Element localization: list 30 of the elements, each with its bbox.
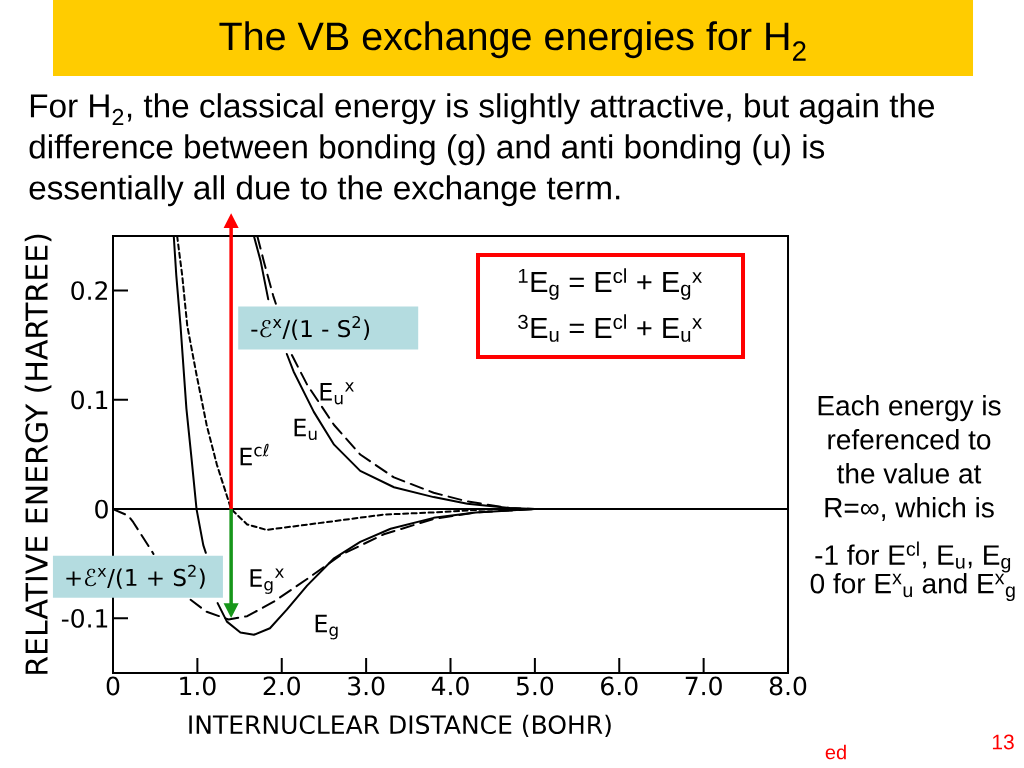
annotation: $^{3}$E$_{u}$ = E$^{cl}$ + E$_{u}$x [518,314,702,342]
annotation: -ℰ$^{x}$/(1 - S$^{2}$) [251,315,370,340]
x-axis-title: INTERNUCLEAR DISTANCE (BOHR) [189,714,611,738]
text: -1 for E$^{cl}$, E$_{u}$, E$_{g}$ [815,541,1011,573]
text: Each energy is referenced to the value at R=∞, which is [818,395,1001,521]
series-label: E$_{u}$ [294,418,317,441]
chart-subtitle: For H$_{2}$, the classical energy is slightly attractive, but again the difference between bonding (g) and anti bonding (u) is essentially all due to the exchange term. [29,93,935,207]
text: 13 [992,734,1014,750]
series-label: E$_{g}$ [315,614,338,640]
y-tick-label: 0 [95,499,108,519]
x-tick-label: 8.0 [769,676,807,696]
y-axis-title: RELATIVE ENERGY (HARTREE) [24,234,52,674]
x-tick-label: 2.0 [263,676,300,696]
x-tick-label: 5.0 [516,676,554,696]
annotation: +ℰ$^{x}$/(1 + S$^{2}$) [66,564,205,589]
annotation: $^{1}$E$_{g}$ = E$^{cl}$ + E$_{g}$x [518,268,702,300]
text: ed [825,744,846,760]
text: 0 for E$^{x}$$_{u}$ and E$^{x}$g [810,572,1015,602]
y-tick-label: 0.2 [71,281,107,301]
x-tick-label: 6.0 [601,676,638,696]
series-label: E$^{cℓ}$ [240,443,269,466]
y-tick-label: -0.1 [61,608,108,628]
x-tick-label: 4.0 [431,676,469,696]
series-label: E$_{g}$x [250,568,284,594]
x-tick-label: 1.0 [180,676,216,696]
chart-title: The VB exchange energies for H$_{2}$ [219,21,806,61]
x-tick-label: 3.0 [348,676,385,696]
x-tick-label: 7.0 [685,676,722,696]
series-label: E$_{u}$x [320,382,354,405]
y-tick-label: 0.1 [71,390,108,410]
